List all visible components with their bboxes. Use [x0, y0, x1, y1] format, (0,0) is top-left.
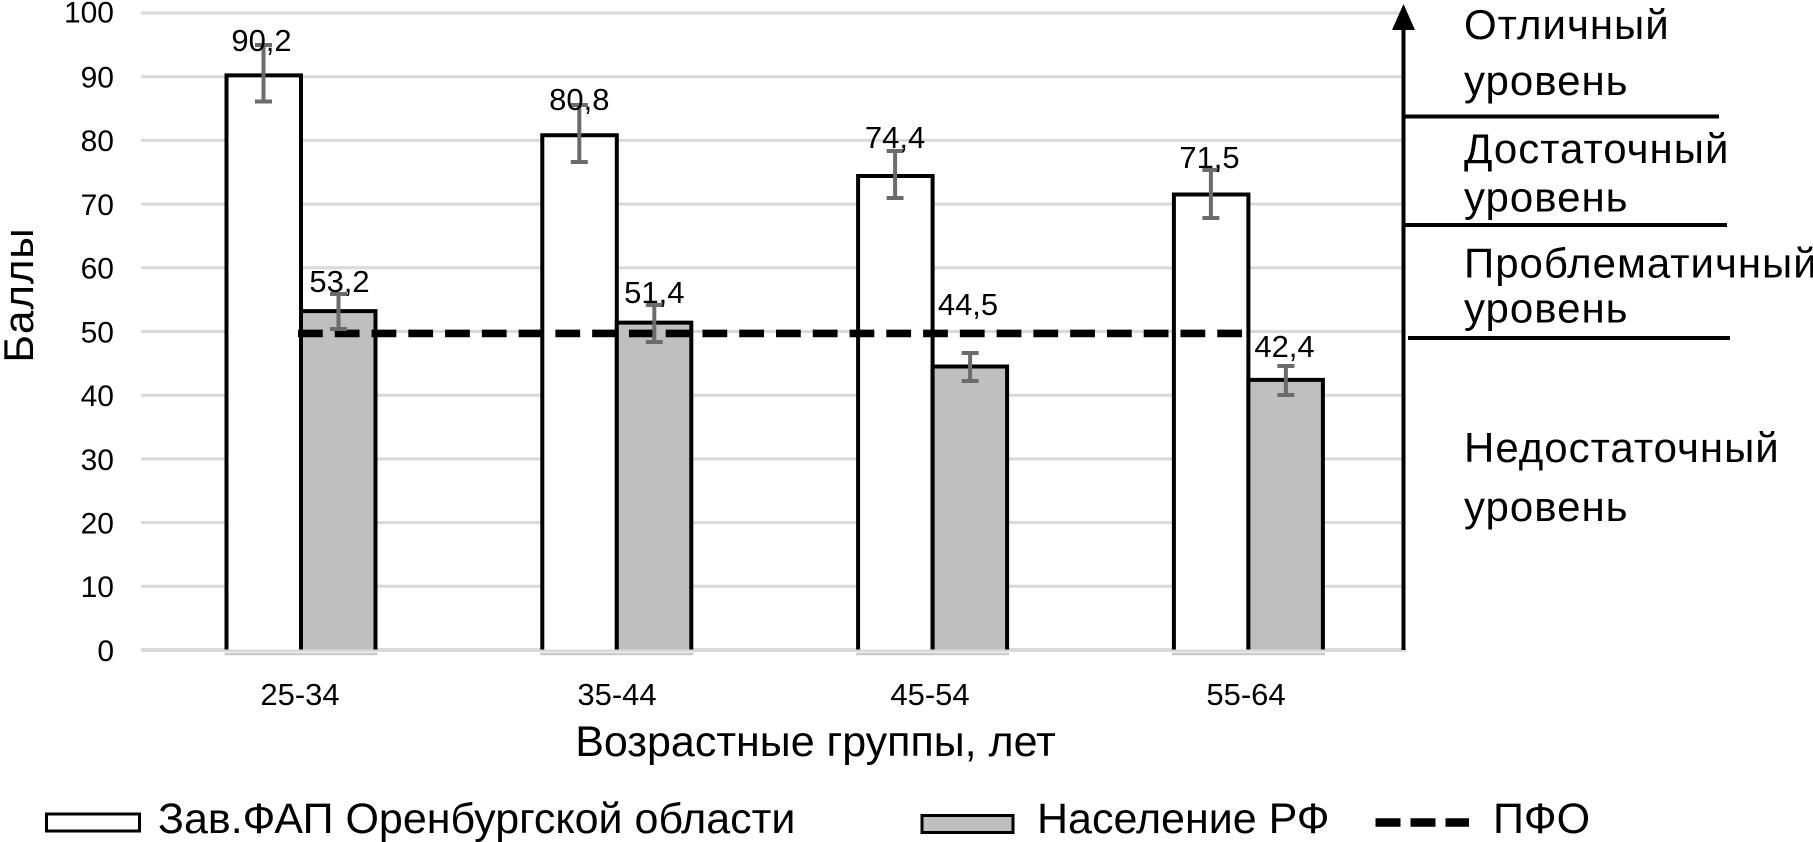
svg-text:90,2: 90,2 — [231, 23, 291, 58]
svg-text:0: 0 — [97, 635, 114, 668]
svg-text:Зав.ФАП Оренбургской области: Зав.ФАП Оренбургской области — [158, 795, 795, 842]
svg-text:50: 50 — [81, 316, 114, 349]
svg-text:Достаточный: Достаточный — [1464, 125, 1729, 172]
svg-text:35-44: 35-44 — [577, 677, 656, 712]
svg-text:30: 30 — [81, 444, 114, 477]
svg-text:60: 60 — [81, 253, 114, 286]
svg-text:70: 70 — [81, 189, 114, 222]
svg-text:51,4: 51,4 — [624, 275, 684, 310]
svg-text:25-34: 25-34 — [260, 677, 339, 712]
svg-text:80: 80 — [81, 125, 114, 158]
svg-text:80,8: 80,8 — [549, 82, 609, 117]
svg-text:Возрастные группы, лет: Возрастные группы, лет — [575, 718, 1056, 766]
svg-text:55-64: 55-64 — [1206, 677, 1285, 712]
svg-text:20: 20 — [81, 508, 114, 541]
svg-text:уровень: уровень — [1464, 285, 1629, 332]
svg-text:уровень: уровень — [1464, 174, 1629, 221]
svg-text:уровень: уровень — [1464, 483, 1629, 530]
svg-text:44,5: 44,5 — [938, 287, 998, 322]
svg-text:Отличный: Отличный — [1464, 1, 1670, 48]
svg-text:42,4: 42,4 — [1254, 329, 1314, 364]
svg-text:Население РФ: Население РФ — [1037, 795, 1329, 842]
svg-text:90: 90 — [81, 61, 114, 94]
svg-text:ПФО: ПФО — [1493, 795, 1590, 842]
svg-text:74,4: 74,4 — [865, 120, 925, 155]
svg-text:45-54: 45-54 — [890, 677, 969, 712]
svg-text:Баллы: Баллы — [0, 227, 42, 362]
svg-text:71,5: 71,5 — [1179, 140, 1239, 175]
svg-text:53,2: 53,2 — [309, 264, 369, 299]
svg-text:100: 100 — [64, 0, 114, 30]
svg-text:уровень: уровень — [1464, 57, 1629, 104]
svg-text:Недостаточный: Недостаточный — [1464, 424, 1780, 471]
svg-text:10: 10 — [81, 571, 114, 604]
svg-text:40: 40 — [81, 380, 114, 413]
svg-text:Проблематичный: Проблематичный — [1464, 240, 1813, 287]
